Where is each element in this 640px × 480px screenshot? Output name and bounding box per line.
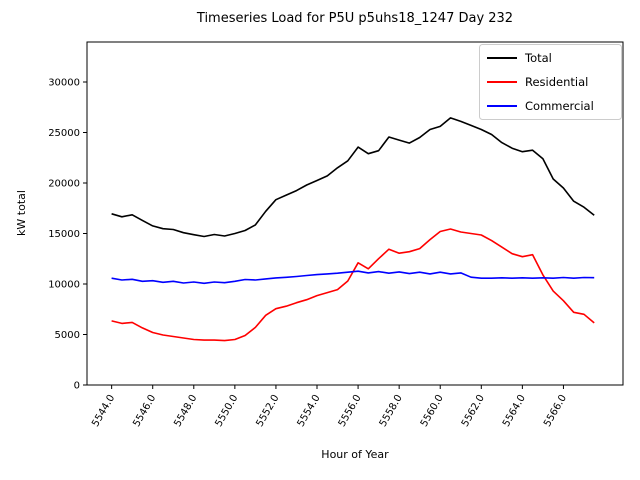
y-tick-label: 25000 (48, 128, 80, 139)
series-line-residential (111, 228, 595, 342)
x-tick-label: 5554.0 (296, 393, 323, 429)
x-tick-label: 5546.0 (131, 393, 158, 429)
legend-box (479, 44, 622, 120)
y-tick-label: 30000 (48, 77, 80, 88)
y-tick-label: 10000 (48, 279, 80, 290)
y-tick-label: 0 (74, 381, 80, 392)
y-axis-ticks: 0 5000 10000 15000 20000 25000 30000 (48, 77, 87, 392)
y-tick-label: 5000 (55, 330, 80, 341)
legend-label-residential: Residential (525, 75, 588, 89)
y-tick-label: 15000 (48, 229, 80, 240)
legend: Total Residential Commercial (479, 44, 622, 120)
x-tick-label: 5564.0 (501, 393, 528, 429)
x-tick-label: 5566.0 (542, 393, 569, 429)
x-tick-label: 5548.0 (172, 393, 199, 429)
series-line-commercial (111, 270, 595, 285)
legend-label-total: Total (524, 51, 552, 65)
y-axis-label: kW total (15, 190, 28, 236)
x-tick-label: 5552.0 (255, 393, 282, 429)
plot-border (86, 41, 624, 386)
x-tick-label: 5558.0 (378, 393, 405, 429)
x-tick-label: 5556.0 (337, 393, 364, 429)
x-tick-label: 5560.0 (419, 393, 446, 429)
x-axis-ticks: 5544.0 5546.0 5548.0 5550.0 5552.0 5554.0 5556… (90, 385, 569, 429)
x-axis-label: Hour of Year (321, 448, 389, 461)
x-tick-label: 5550.0 (213, 393, 240, 429)
series-lines (111, 117, 595, 342)
chart-title: Timeseries Load for P5U p5uhs18_1247 Day… (196, 11, 513, 26)
x-tick-label: 5544.0 (90, 393, 117, 429)
series-line-total (111, 117, 595, 238)
legend-label-commercial: Commercial (525, 99, 594, 113)
x-tick-label: 5562.0 (460, 393, 487, 429)
y-tick-label: 20000 (48, 178, 80, 189)
